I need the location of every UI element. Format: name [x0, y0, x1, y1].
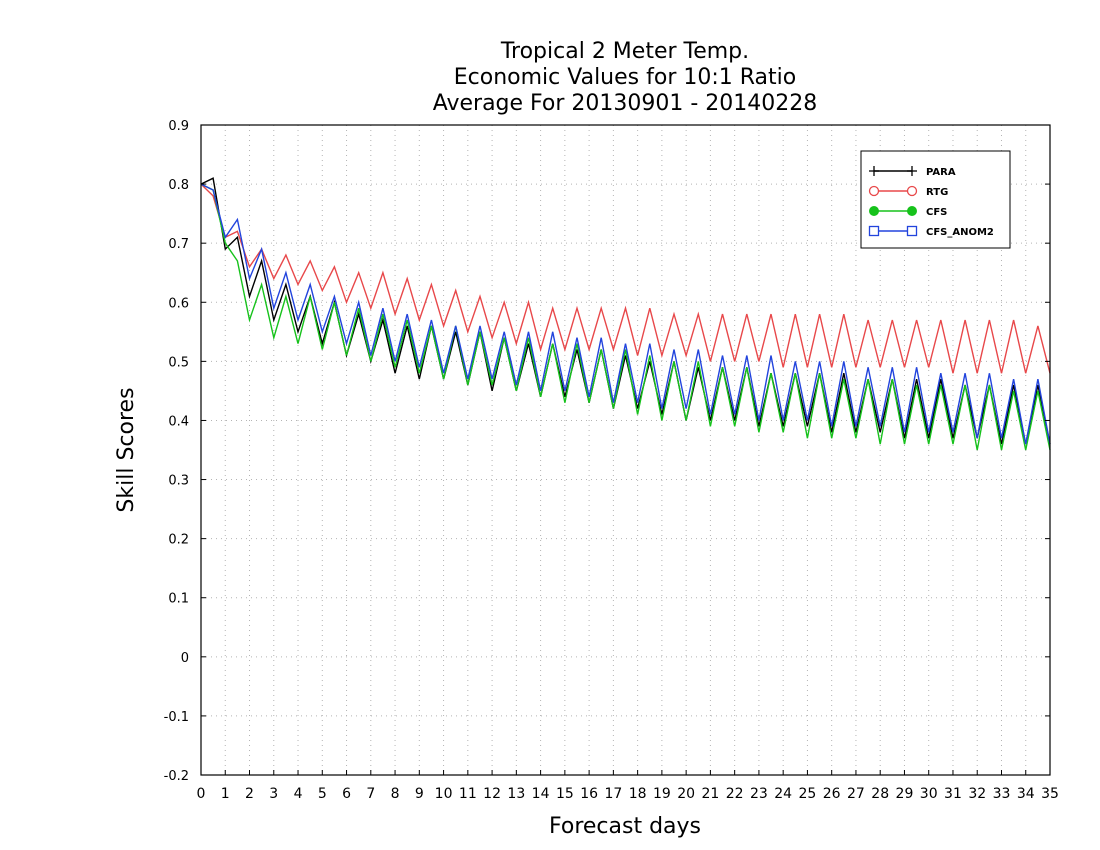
- x-tick-label: 0: [197, 786, 206, 802]
- chart-title-line-3: Average For 20130901 - 20140228: [433, 91, 818, 116]
- series-line-cfs: [200, 183, 1051, 451]
- y-axis-ticks: -0.2 -0.1 0 0.1 0.2 0.3 0.4 0.5 0.6 0.7 0.8 0.9: [164, 119, 1050, 784]
- x-tick-label: 21: [701, 786, 719, 802]
- x-tick-label: 13: [507, 786, 525, 802]
- x-axis-title: Forecast days: [549, 814, 701, 839]
- x-tick-label: 17: [604, 786, 622, 802]
- x-tick-label: 34: [1017, 786, 1035, 802]
- legend-marker-square-open: [868, 225, 880, 237]
- x-tick-label: 2: [245, 786, 254, 802]
- legend: PARA RTG CFS CFS_ANOM2: [860, 150, 1011, 249]
- legend-marker-square-open: [906, 225, 918, 237]
- plot-frame: [200, 124, 1051, 776]
- y-tick-label: 0.9: [168, 119, 189, 134]
- series-line-cfs-anom2: [200, 183, 1051, 445]
- x-tick-label: 35: [1041, 786, 1059, 802]
- legend-marker-circle-filled: [869, 206, 879, 216]
- x-tick-label: 1: [221, 786, 230, 802]
- y-tick-label: 0.3: [168, 474, 189, 489]
- x-tick-label: 25: [799, 786, 817, 802]
- y-tick-label: 0.8: [168, 178, 189, 193]
- y-axis-title: Skill Scores: [114, 387, 139, 512]
- legend-item-rtg: RTG: [868, 185, 948, 198]
- x-tick-label: 3: [269, 786, 278, 802]
- x-tick-label: 33: [993, 786, 1011, 802]
- x-tick-label: 7: [366, 786, 375, 802]
- x-tick-label: 20: [677, 786, 695, 802]
- x-axis-ticks: 0 1 2 3 4 5 6 7 8 9 10 11 12 13 14 15 16 17 18 19 20 21 22 23 24…: [197, 770, 1059, 802]
- x-tick-label: 5: [318, 786, 327, 802]
- legend-box: [860, 150, 1011, 249]
- legend-marker-circle-open: [868, 185, 880, 197]
- legend-label: CFS: [926, 207, 947, 218]
- x-tick-label: 32: [968, 786, 986, 802]
- x-tick-label: 28: [871, 786, 889, 802]
- legend-label: PARA: [926, 167, 956, 178]
- x-tick-label: 22: [726, 786, 744, 802]
- x-tick-label: 30: [920, 786, 938, 802]
- y-tick-label: 0: [181, 651, 189, 666]
- legend-item-cfs-anom2: CFS_ANOM2: [868, 225, 994, 238]
- x-tick-label: 18: [629, 786, 647, 802]
- chart-title-line-1: Tropical 2 Meter Temp.: [500, 39, 749, 64]
- legend-label: CFS_ANOM2: [926, 227, 994, 238]
- x-tick-label: 6: [342, 786, 351, 802]
- x-tick-label: 10: [435, 786, 453, 802]
- y-tick-label: 0.1: [168, 592, 189, 607]
- legend-label: RTG: [926, 187, 948, 198]
- x-tick-label: 9: [415, 786, 424, 802]
- y-tick-label: 0.7: [168, 237, 189, 252]
- y-tick-label: 0.5: [168, 355, 189, 370]
- series-lines: [200, 177, 1051, 451]
- y-tick-label: 0.4: [168, 414, 189, 429]
- x-tick-label: 23: [750, 786, 768, 802]
- legend-item-para: PARA: [869, 166, 956, 178]
- x-tick-label: 31: [944, 786, 962, 802]
- x-tick-label: 16: [580, 786, 598, 802]
- y-tick-label: -0.1: [164, 710, 189, 725]
- x-tick-label: 14: [532, 786, 550, 802]
- x-tick-label: 4: [294, 786, 303, 802]
- y-tick-label: 0.2: [168, 533, 189, 548]
- x-tick-label: 8: [391, 786, 400, 802]
- x-tick-label: 26: [823, 786, 841, 802]
- y-tick-label: 0.6: [168, 296, 189, 311]
- x-tick-label: 15: [556, 786, 574, 802]
- legend-marker-circle-open: [906, 185, 918, 197]
- x-tick-label: 11: [459, 786, 477, 802]
- chart-title-line-2: Economic Values for 10:1 Ratio: [454, 65, 796, 90]
- x-tick-label: 12: [483, 786, 501, 802]
- legend-marker-circle-filled: [907, 206, 917, 216]
- x-tick-label: 24: [774, 786, 792, 802]
- x-tick-label: 27: [847, 786, 865, 802]
- series-line-rtg: [200, 183, 1051, 374]
- x-tick-label: 19: [653, 786, 671, 802]
- legend-item-cfs: CFS: [869, 206, 947, 218]
- x-tick-label: 29: [896, 786, 914, 802]
- y-tick-label: -0.2: [164, 769, 189, 784]
